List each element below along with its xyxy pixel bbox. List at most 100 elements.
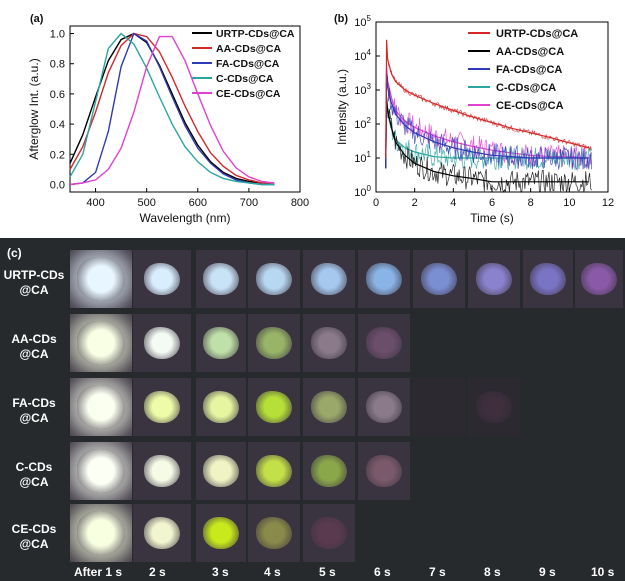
glow-spot	[311, 517, 347, 549]
series-line-b	[385, 39, 589, 159]
sample-photo	[133, 314, 191, 372]
glow-spot	[581, 263, 617, 295]
chart-a: (a) 400 500 600 700 800 0.0 0.2 0.4 0.6 0.8 1.0 Wave…	[27, 13, 309, 225]
sample-photo	[70, 314, 132, 372]
row-label-line1: FA-CDs	[12, 396, 56, 410]
row-label-line2: @CA	[19, 475, 49, 489]
sample-photo	[358, 378, 410, 436]
sample-photo	[133, 504, 191, 562]
sample-photo	[70, 250, 132, 308]
glow-spot	[366, 263, 402, 295]
x-tick-label-b: 0	[373, 197, 379, 209]
sample-photo	[468, 250, 520, 308]
glow-spot	[203, 455, 239, 487]
glow-spot	[256, 517, 292, 549]
sample-photo	[523, 250, 573, 308]
y-tick-label-b: 104	[354, 48, 371, 63]
row-label: AA-CDs @CA	[0, 332, 68, 362]
row-label-line2: @CA	[19, 347, 49, 361]
sample-photo	[303, 250, 355, 308]
series-line-a	[69, 35, 275, 186]
sample-photo	[413, 250, 465, 308]
sample-photo	[358, 250, 410, 308]
sample-photo	[133, 250, 191, 308]
time-column-label: 10 s	[591, 565, 615, 579]
x-tick-label-a: 800	[291, 197, 309, 209]
legend-label-b: AA-CDs@CA	[496, 46, 564, 58]
glow-spot	[256, 263, 292, 295]
y-tick-label-a: 1.0	[50, 29, 65, 41]
glow-spot	[421, 263, 457, 295]
glow-spot	[203, 327, 239, 359]
glow-spot	[77, 449, 125, 493]
glow-spot	[77, 511, 125, 555]
glow-spot	[77, 257, 125, 301]
glow-spot	[476, 263, 512, 295]
sample-photo	[358, 442, 410, 500]
series-line-b	[385, 73, 589, 169]
glow-spot	[311, 327, 347, 359]
glow-spot	[77, 321, 125, 365]
x-tick-label-b: 2	[412, 197, 418, 209]
sample-photo	[196, 442, 246, 500]
sample-photo	[303, 442, 355, 500]
sample-photo	[133, 378, 191, 436]
row-label: C-CDs @CA	[0, 460, 68, 490]
sample-photo	[196, 314, 246, 372]
y-axis-title-b: Intensity (a.u.)	[335, 69, 349, 145]
sample-photo	[70, 504, 132, 562]
sample-photo	[575, 250, 623, 308]
legend-label-a: URTP-CDs@CA	[216, 28, 295, 40]
series-line-a	[69, 32, 275, 186]
panel-a-label: (a)	[30, 13, 44, 25]
sample-photo	[133, 442, 191, 500]
y-tick-label-a: 0.0	[50, 179, 65, 191]
glow-spot	[366, 455, 402, 487]
time-column-label: 5 s	[319, 565, 336, 579]
row-label: CE-CDs @CA	[0, 522, 68, 552]
x-tick-label-a: 500	[137, 197, 155, 209]
legend-label-b: FA-CDs@CA	[496, 64, 562, 76]
row-label-line1: C-CDs	[15, 460, 53, 474]
x-tick-label-b: 10	[563, 197, 575, 209]
y-tick-label-a: 0.6	[50, 89, 65, 101]
chart-b: (b) 0 2 4 6 8 10 12 100 101 102 103 104 105 Time (s) In…	[334, 13, 614, 225]
sample-photo	[248, 378, 300, 436]
series-noise-b	[387, 109, 592, 193]
row-label-line1: AA-CDs	[11, 332, 57, 346]
glow-spot	[203, 517, 239, 549]
y-axis-title-a: Afterglow Int. (a.u.)	[27, 58, 41, 159]
glow-spot	[144, 455, 180, 487]
x-axis-title-a: Wavelength (nm)	[140, 211, 231, 225]
series-noise-b	[387, 76, 592, 171]
plot-frame-a	[69, 25, 301, 193]
y-tick-label-b: 103	[354, 82, 371, 97]
row-label-line1: URTP-CDs	[3, 268, 65, 282]
time-column-label: 4 s	[264, 565, 281, 579]
y-tick-label-b: 105	[354, 14, 371, 29]
row-label: FA-CDs @CA	[0, 396, 68, 426]
panel-b-label: (b)	[334, 13, 348, 25]
glow-spot	[256, 455, 292, 487]
glow-spot	[311, 391, 347, 423]
series-noise-b	[387, 107, 592, 171]
y-tick-label-a: 0.8	[50, 59, 65, 71]
sample-photo	[196, 250, 246, 308]
y-tick-label-b: 101	[354, 150, 371, 165]
sample-photo	[303, 504, 355, 562]
sample-photo	[358, 314, 410, 372]
time-column-label: 7 s	[429, 565, 446, 579]
legend-label-a: AA-CDs@CA	[216, 43, 281, 55]
legend-label-b: CE-CDs@CA	[496, 100, 564, 112]
sample-photo	[468, 378, 520, 436]
legend-label-a: C-CDs@CA	[216, 73, 274, 85]
y-tick-label-a: 0.2	[50, 149, 65, 161]
glow-spot	[256, 327, 292, 359]
x-tick-label-b: 6	[489, 197, 495, 209]
y-tick-label-b: 102	[354, 116, 371, 131]
glow-spot	[144, 327, 180, 359]
row-label: URTP-CDs @CA	[0, 268, 68, 298]
legend-label-a: CE-CDs@CA	[216, 88, 281, 100]
y-tick-label-a: 0.4	[50, 119, 65, 131]
glow-spot	[256, 391, 292, 423]
